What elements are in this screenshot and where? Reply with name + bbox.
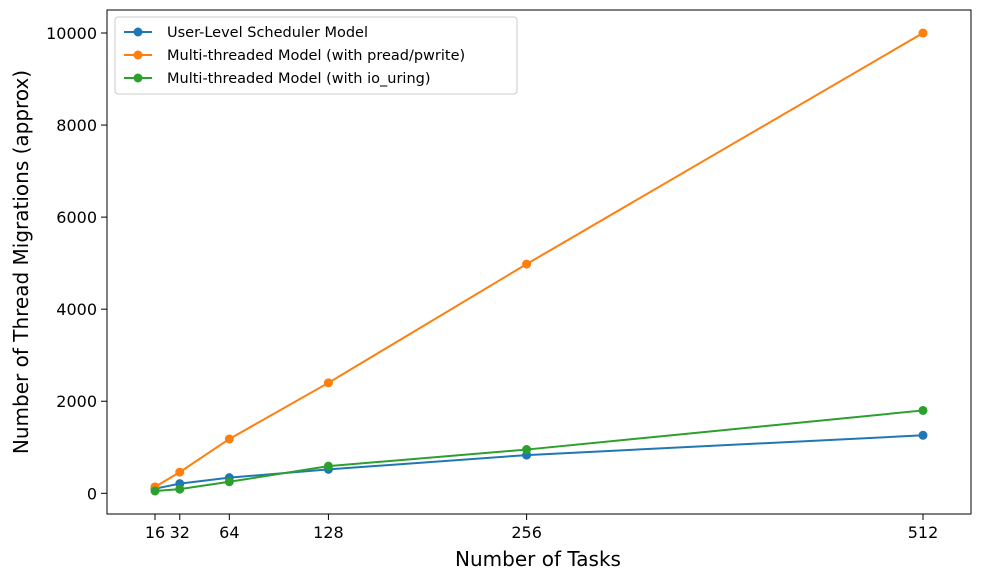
data-point — [918, 405, 928, 415]
legend-swatch-marker — [133, 27, 143, 37]
y-tick-label: 8000 — [56, 116, 97, 135]
y-tick-label: 0 — [87, 484, 97, 503]
data-point — [918, 430, 928, 440]
legend-entry-label: User-Level Scheduler Model — [167, 25, 368, 41]
x-tick-label: 256 — [511, 523, 542, 542]
x-tick-label: 512 — [908, 523, 939, 542]
series-line-3 — [154, 409, 924, 492]
data-point — [224, 477, 234, 487]
y-tick-label: 2000 — [56, 392, 97, 411]
y-tick-label: 10000 — [46, 24, 97, 43]
legend-swatch-marker — [133, 73, 143, 83]
legend-swatch-marker — [133, 50, 143, 60]
legend-entry-label: Multi-threaded Model (with pread/pwrite) — [167, 48, 465, 64]
legend-box — [114, 16, 518, 95]
y-axis-label: Number of Thread Migrations (approx) — [9, 70, 33, 454]
data-point — [150, 486, 160, 496]
series-line-1 — [154, 434, 924, 490]
y-axis: 0 2000 4000 6000 8000 10000 — [46, 24, 107, 503]
plot-frame — [106, 9, 972, 515]
x-tick-label: 16 — [145, 523, 165, 542]
legend-entry-label: Multi-threaded Model (with io_uring) — [167, 71, 431, 87]
x-axis-label: Number of Tasks — [455, 547, 621, 571]
data-point — [323, 461, 333, 471]
data-point — [522, 445, 532, 455]
data-point — [918, 28, 928, 38]
data-point — [224, 434, 234, 444]
x-axis: 16 32 64 128 256 512 — [145, 514, 938, 542]
data-point — [323, 378, 333, 388]
y-tick-label: 4000 — [56, 300, 97, 319]
x-tick-label: 32 — [170, 523, 190, 542]
legend: User-Level Scheduler Model Multi-threaded… — [114, 16, 518, 95]
plot-points — [150, 28, 928, 496]
data-point — [522, 259, 532, 269]
series-line-2 — [154, 32, 924, 488]
x-tick-label: 64 — [219, 523, 239, 542]
x-tick-label: 128 — [313, 523, 344, 542]
y-tick-label: 6000 — [56, 208, 97, 227]
plot-lines — [154, 32, 924, 492]
data-point — [175, 484, 185, 494]
data-point — [175, 467, 185, 477]
